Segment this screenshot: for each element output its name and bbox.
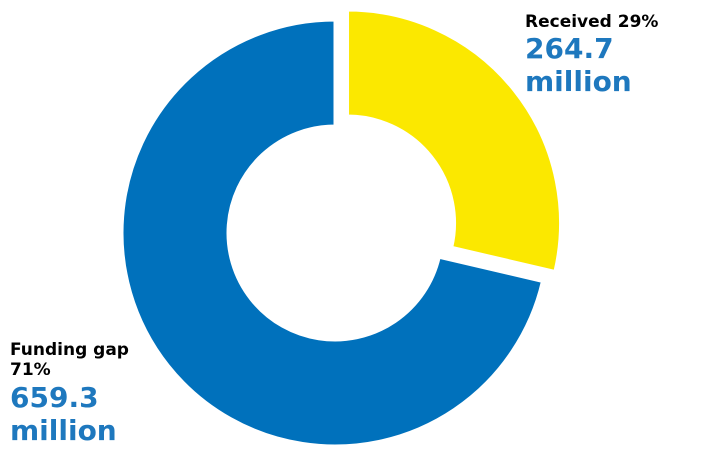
slice-funding-gap <box>120 18 545 448</box>
funding-gap-name-pct: Funding gap 71% <box>10 340 129 381</box>
received-name-pct: Received 29% <box>525 12 659 32</box>
funding-gap-amount-value: 659.3 <box>10 380 99 414</box>
received-amount: 264.7 million <box>525 32 700 98</box>
received-label: Received 29% 264.7 million <box>525 12 700 98</box>
funding-gap-amount-unit: million <box>10 413 117 447</box>
funding-gap-amount: 659.3 million <box>10 381 175 447</box>
received-amount-unit: million <box>525 65 632 99</box>
slice-received <box>346 8 563 274</box>
funding-gap-label: Funding gap 71% 659.3 million <box>10 340 175 447</box>
received-amount-value: 264.7 <box>525 32 614 66</box>
